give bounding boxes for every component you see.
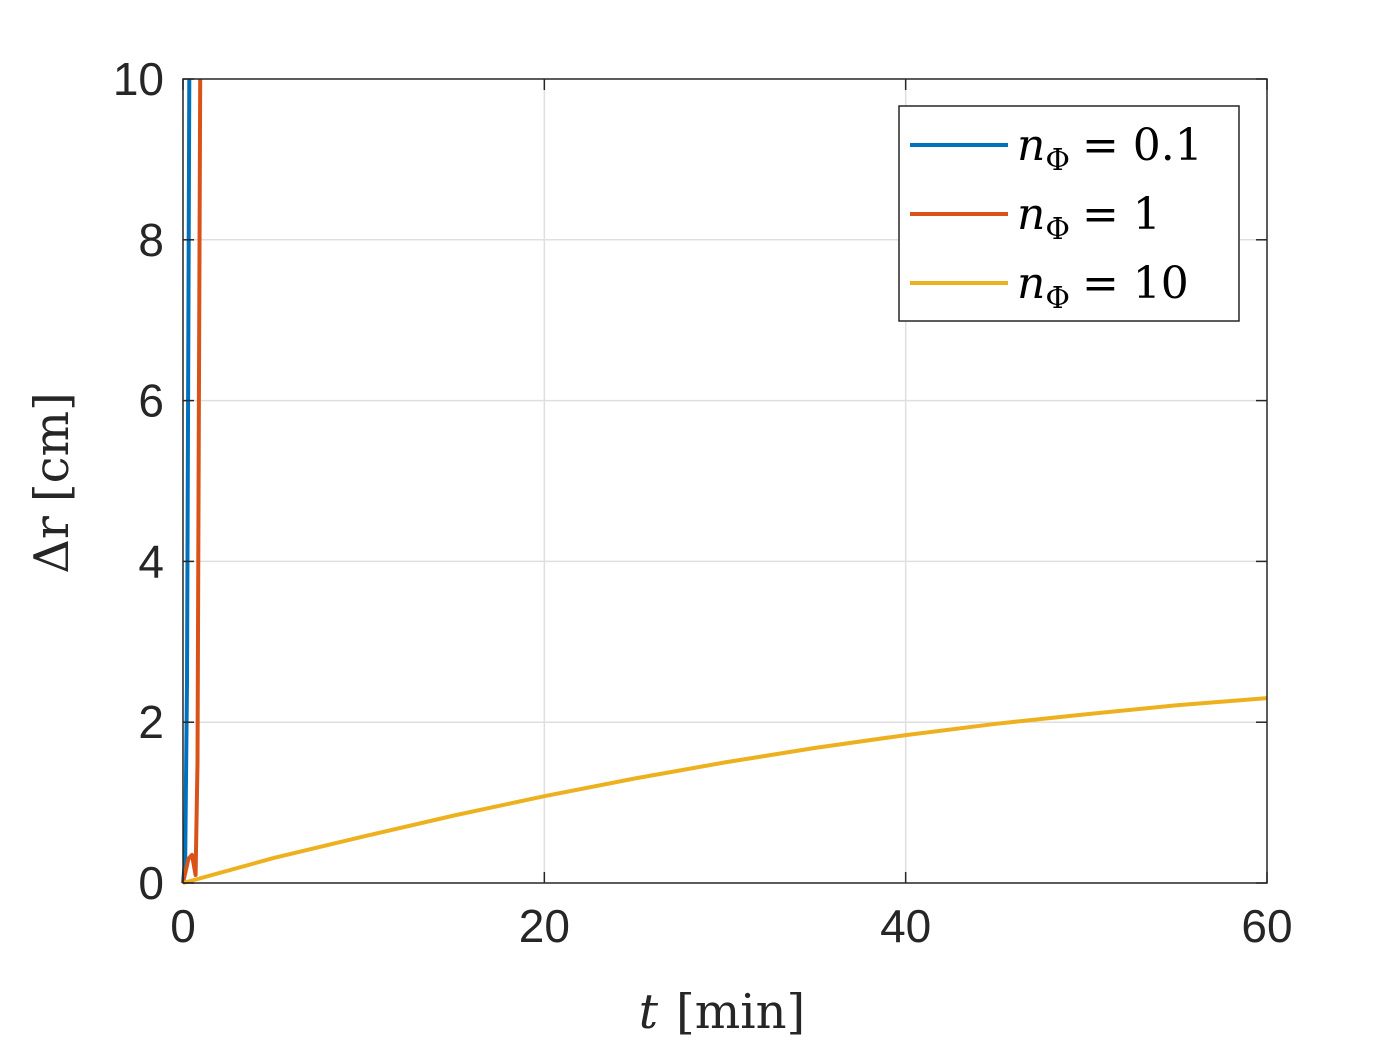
x-tick-labels: 0 20 40 60 [170, 900, 1292, 952]
y-axis-variable: Δr [24, 516, 80, 574]
x-tick-label: 40 [880, 900, 931, 952]
y-axis-unit: [cm] [24, 392, 80, 502]
legend-label-3: nΦ = 10 [1017, 258, 1189, 316]
x-axis-variable: t [639, 984, 659, 1040]
axes-box [182, 78, 1268, 884]
tick-marks [182, 78, 1268, 884]
series-line-2 [181, 78, 203, 884]
y-tick-labels: 0 2 4 6 8 10 [113, 53, 164, 909]
legend: nΦ = 0.1 nΦ = 1 nΦ = 10 [898, 105, 1240, 322]
legend-label-1: nΦ = 0.1 [1017, 120, 1203, 178]
y-axis-label: Δr [cm] [24, 392, 80, 573]
y-tick-label: 0 [138, 857, 164, 909]
x-axis-unit: [min] [676, 984, 805, 1040]
series-line-3 [182, 696, 1268, 885]
x-tick-label: 20 [519, 900, 570, 952]
y-tick-label: 4 [138, 535, 164, 587]
y-tick-label: 10 [113, 53, 164, 105]
y-tick-label: 2 [138, 696, 164, 748]
x-tick-label: 0 [170, 900, 196, 952]
x-tick-label: 60 [1241, 900, 1292, 952]
y-tick-label: 8 [138, 214, 164, 266]
legend-label-2: nΦ = 1 [1017, 189, 1161, 247]
y-tick-label: 6 [138, 375, 164, 427]
x-axis-label: t [min] [639, 984, 806, 1040]
